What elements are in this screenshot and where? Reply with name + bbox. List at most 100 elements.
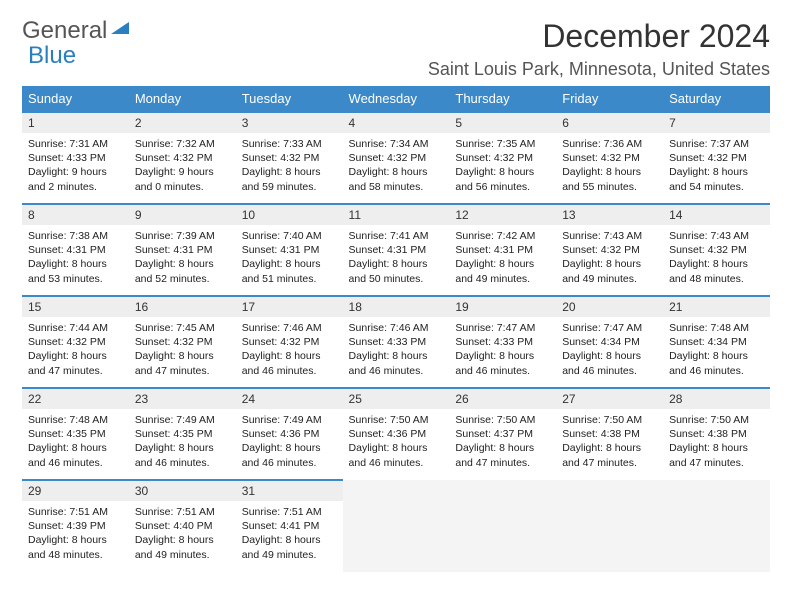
day-cell: 18Sunrise: 7:46 AMSunset: 4:33 PMDayligh… — [343, 296, 450, 388]
sunset-line: Sunset: 4:35 PM — [28, 427, 123, 441]
daylight-line: Daylight: 8 hours and 51 minutes. — [242, 257, 337, 285]
daylight-line: Daylight: 8 hours and 59 minutes. — [242, 165, 337, 193]
brand-word-2: Blue — [28, 42, 76, 70]
sunrise-line: Sunrise: 7:47 AM — [455, 321, 550, 335]
daylight-line: Daylight: 8 hours and 52 minutes. — [135, 257, 230, 285]
sun-info: Sunrise: 7:36 AMSunset: 4:32 PMDaylight:… — [556, 133, 663, 200]
sun-info: Sunrise: 7:47 AMSunset: 4:33 PMDaylight:… — [449, 317, 556, 384]
sunrise-line: Sunrise: 7:50 AM — [455, 413, 550, 427]
sun-info: Sunrise: 7:50 AMSunset: 4:37 PMDaylight:… — [449, 409, 556, 476]
date-number: 28 — [663, 389, 770, 409]
day-cell: 23Sunrise: 7:49 AMSunset: 4:35 PMDayligh… — [129, 388, 236, 480]
sun-info: Sunrise: 7:31 AMSunset: 4:33 PMDaylight:… — [22, 133, 129, 200]
calendar-week: 15Sunrise: 7:44 AMSunset: 4:32 PMDayligh… — [22, 296, 770, 388]
day-cell: 14Sunrise: 7:43 AMSunset: 4:32 PMDayligh… — [663, 204, 770, 296]
daylight-line: Daylight: 8 hours and 50 minutes. — [349, 257, 444, 285]
daylight-line: Daylight: 8 hours and 46 minutes. — [349, 349, 444, 377]
empty-cell — [663, 480, 770, 572]
sunset-line: Sunset: 4:32 PM — [135, 335, 230, 349]
date-number: 15 — [22, 297, 129, 317]
day-cell: 21Sunrise: 7:48 AMSunset: 4:34 PMDayligh… — [663, 296, 770, 388]
day-cell: 3Sunrise: 7:33 AMSunset: 4:32 PMDaylight… — [236, 112, 343, 204]
calendar-week: 29Sunrise: 7:51 AMSunset: 4:39 PMDayligh… — [22, 480, 770, 572]
daylight-line: Daylight: 8 hours and 47 minutes. — [135, 349, 230, 377]
sunrise-line: Sunrise: 7:49 AM — [242, 413, 337, 427]
sunset-line: Sunset: 4:31 PM — [349, 243, 444, 257]
daylight-line: Daylight: 8 hours and 55 minutes. — [562, 165, 657, 193]
sun-info: Sunrise: 7:46 AMSunset: 4:32 PMDaylight:… — [236, 317, 343, 384]
day-cell: 1Sunrise: 7:31 AMSunset: 4:33 PMDaylight… — [22, 112, 129, 204]
calendar-table: Sunday Monday Tuesday Wednesday Thursday… — [22, 86, 770, 572]
day-cell: 12Sunrise: 7:42 AMSunset: 4:31 PMDayligh… — [449, 204, 556, 296]
sunrise-line: Sunrise: 7:34 AM — [349, 137, 444, 151]
daylight-line: Daylight: 8 hours and 48 minutes. — [669, 257, 764, 285]
daylight-line: Daylight: 8 hours and 46 minutes. — [135, 441, 230, 469]
page-header: General December 2024 Saint Louis Park, … — [22, 18, 770, 80]
daylight-line: Daylight: 8 hours and 46 minutes. — [669, 349, 764, 377]
empty-cell — [343, 480, 450, 572]
empty-cell — [449, 480, 556, 572]
day-cell: 27Sunrise: 7:50 AMSunset: 4:38 PMDayligh… — [556, 388, 663, 480]
day-cell: 6Sunrise: 7:36 AMSunset: 4:32 PMDaylight… — [556, 112, 663, 204]
sunrise-line: Sunrise: 7:44 AM — [28, 321, 123, 335]
sunset-line: Sunset: 4:34 PM — [562, 335, 657, 349]
location-line: Saint Louis Park, Minnesota, United Stat… — [428, 59, 770, 80]
date-number: 4 — [343, 113, 450, 133]
sun-info: Sunrise: 7:50 AMSunset: 4:36 PMDaylight:… — [343, 409, 450, 476]
date-number: 14 — [663, 205, 770, 225]
sunrise-line: Sunrise: 7:50 AM — [562, 413, 657, 427]
sunrise-line: Sunrise: 7:51 AM — [242, 505, 337, 519]
sunrise-line: Sunrise: 7:48 AM — [669, 321, 764, 335]
sunset-line: Sunset: 4:33 PM — [28, 151, 123, 165]
sun-info: Sunrise: 7:37 AMSunset: 4:32 PMDaylight:… — [663, 133, 770, 200]
day-of-week-row: Sunday Monday Tuesday Wednesday Thursday… — [22, 86, 770, 112]
date-number: 21 — [663, 297, 770, 317]
day-cell: 30Sunrise: 7:51 AMSunset: 4:40 PMDayligh… — [129, 480, 236, 572]
sun-info: Sunrise: 7:50 AMSunset: 4:38 PMDaylight:… — [663, 409, 770, 476]
daylight-line: Daylight: 8 hours and 46 minutes. — [242, 349, 337, 377]
sunrise-line: Sunrise: 7:40 AM — [242, 229, 337, 243]
date-number: 13 — [556, 205, 663, 225]
calendar-week: 8Sunrise: 7:38 AMSunset: 4:31 PMDaylight… — [22, 204, 770, 296]
title-block: December 2024 Saint Louis Park, Minnesot… — [428, 18, 770, 80]
date-number: 16 — [129, 297, 236, 317]
sunrise-line: Sunrise: 7:51 AM — [28, 505, 123, 519]
sunset-line: Sunset: 4:40 PM — [135, 519, 230, 533]
daylight-line: Daylight: 8 hours and 49 minutes. — [562, 257, 657, 285]
sunset-line: Sunset: 4:35 PM — [135, 427, 230, 441]
sunset-line: Sunset: 4:32 PM — [349, 151, 444, 165]
calendar-body: 1Sunrise: 7:31 AMSunset: 4:33 PMDaylight… — [22, 112, 770, 572]
sun-info: Sunrise: 7:47 AMSunset: 4:34 PMDaylight:… — [556, 317, 663, 384]
sunset-line: Sunset: 4:32 PM — [242, 151, 337, 165]
day-cell: 8Sunrise: 7:38 AMSunset: 4:31 PMDaylight… — [22, 204, 129, 296]
day-cell: 13Sunrise: 7:43 AMSunset: 4:32 PMDayligh… — [556, 204, 663, 296]
sunrise-line: Sunrise: 7:43 AM — [669, 229, 764, 243]
sunrise-line: Sunrise: 7:51 AM — [135, 505, 230, 519]
brand-word-1: General — [22, 19, 107, 43]
daylight-line: Daylight: 8 hours and 47 minutes. — [669, 441, 764, 469]
date-number: 18 — [343, 297, 450, 317]
sunset-line: Sunset: 4:32 PM — [28, 335, 123, 349]
sun-info: Sunrise: 7:38 AMSunset: 4:31 PMDaylight:… — [22, 225, 129, 292]
sun-info: Sunrise: 7:33 AMSunset: 4:32 PMDaylight:… — [236, 133, 343, 200]
date-number: 22 — [22, 389, 129, 409]
sunrise-line: Sunrise: 7:35 AM — [455, 137, 550, 151]
daylight-line: Daylight: 8 hours and 47 minutes. — [455, 441, 550, 469]
dow-thursday: Thursday — [449, 86, 556, 112]
date-number: 3 — [236, 113, 343, 133]
daylight-line: Daylight: 8 hours and 53 minutes. — [28, 257, 123, 285]
daylight-line: Daylight: 8 hours and 46 minutes. — [242, 441, 337, 469]
sunset-line: Sunset: 4:33 PM — [455, 335, 550, 349]
sun-info: Sunrise: 7:51 AMSunset: 4:41 PMDaylight:… — [236, 501, 343, 568]
day-cell: 24Sunrise: 7:49 AMSunset: 4:36 PMDayligh… — [236, 388, 343, 480]
sun-info: Sunrise: 7:43 AMSunset: 4:32 PMDaylight:… — [663, 225, 770, 292]
sunset-line: Sunset: 4:33 PM — [349, 335, 444, 349]
daylight-line: Daylight: 8 hours and 56 minutes. — [455, 165, 550, 193]
dow-friday: Friday — [556, 86, 663, 112]
date-number: 11 — [343, 205, 450, 225]
sunset-line: Sunset: 4:31 PM — [135, 243, 230, 257]
day-cell: 9Sunrise: 7:39 AMSunset: 4:31 PMDaylight… — [129, 204, 236, 296]
sun-info: Sunrise: 7:41 AMSunset: 4:31 PMDaylight:… — [343, 225, 450, 292]
triangle-icon — [107, 18, 131, 43]
sunset-line: Sunset: 4:32 PM — [562, 151, 657, 165]
